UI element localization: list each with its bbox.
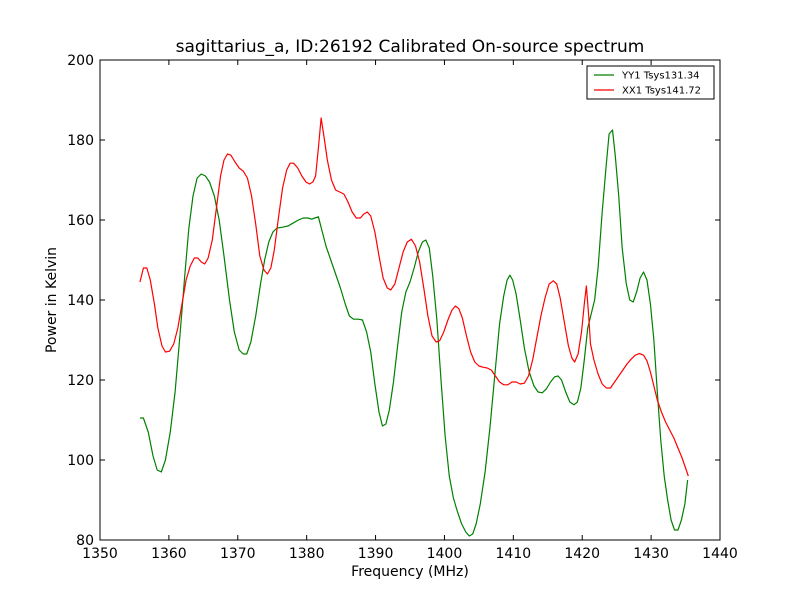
y-tick-label: 120	[67, 373, 94, 389]
legend-box	[586, 65, 715, 100]
x-tick-label: 1390	[358, 546, 394, 562]
x-tick-label: 1360	[151, 546, 187, 562]
series-line-xx1	[139, 117, 689, 477]
y-tick-label: 140	[67, 293, 94, 309]
x-tick-label: 1430	[633, 546, 669, 562]
x-axis-label: Frequency (MHz)	[351, 564, 469, 580]
x-tick-label: 1410	[496, 546, 532, 562]
y-axis-label: Power in Kelvin	[44, 247, 60, 353]
x-tick-label: 1370	[220, 546, 256, 562]
x-tick-label: 1400	[427, 546, 463, 562]
x-tick-label: 1440	[702, 546, 738, 562]
y-tick-label: 160	[67, 213, 94, 229]
y-tick-label: 200	[67, 53, 94, 69]
series-layer	[139, 117, 689, 537]
series-line-yy1	[139, 129, 689, 537]
legend: YY1 Tsys131.34 XX1 Tsys141.72	[586, 65, 715, 100]
legend-label: XX1 Tsys141.72	[622, 86, 701, 97]
y-tick-label: 180	[67, 133, 94, 149]
legend-label: YY1 Tsys131.34	[621, 71, 700, 82]
y-axis: 80 100 120 140 160 180 200	[67, 53, 720, 549]
y-tick-label: 100	[67, 453, 94, 469]
x-tick-label: 1380	[289, 546, 325, 562]
x-tick-label: 1350	[82, 546, 118, 562]
x-axis: 1350 1360 1370 1380 1390 1400 1410 1420 1430 1440	[82, 60, 738, 562]
chart-title: sagittarius_a, ID:26192 Calibrated On-so…	[176, 37, 645, 57]
y-tick-label: 80	[76, 533, 94, 549]
x-tick-label: 1420	[564, 546, 600, 562]
